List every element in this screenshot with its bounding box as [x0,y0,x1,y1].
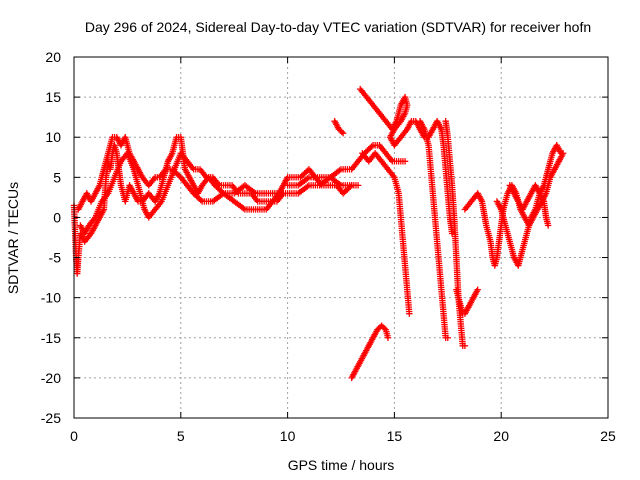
data-point-marker [197,196,204,204]
y-tick-label: -20 [41,370,61,386]
series-track-3 [77,150,287,237]
y-tick-label: 20 [45,49,61,65]
axis-ticks: 0 5 10 15 20 25 -25 -20 -15 -10 -5 0 5 10 15 20 [41,49,616,444]
series-track-14 [506,182,552,229]
x-tick-label: 5 [177,428,185,444]
data-point-marker [401,158,409,165]
data-point-marker [354,182,362,189]
x-tick-label: 10 [280,428,296,444]
data-point-marker [381,325,388,332]
x-tick-label: 15 [387,428,403,444]
series-track-8 [348,322,392,382]
data-point-marker [444,334,451,341]
data-point-marker [461,342,469,349]
chart-title: Day 296 of 2024, Sidereal Day-to-day VTE… [85,19,591,35]
series-track-4 [284,142,409,189]
plot-frame [73,56,609,419]
data-point-marker [544,222,552,229]
data-point-marker [384,334,392,341]
data-point-marker [347,183,354,190]
y-tick-label: -10 [41,290,61,306]
y-tick-label: 5 [53,169,61,185]
data-point-marker [557,150,565,157]
y-tick-label: -15 [41,330,61,346]
x-axis-label: GPS time / hours [288,457,395,473]
y-tick-label: 0 [53,209,61,225]
y-tick-label: 10 [45,129,61,145]
data-point-marker [338,128,345,136]
x-tick-label: 0 [70,428,78,444]
data-point-marker [348,182,355,189]
series-track-11 [453,286,481,317]
data-point-marker [406,310,413,317]
data-marks [70,85,567,382]
y-tick-label: -5 [49,250,62,266]
series-track-9 [416,117,451,341]
y-axis-label: SDTVAR / TECUs [5,182,21,294]
series-track-13 [493,142,565,269]
data-point-marker [368,143,375,150]
data-point-marker [448,230,456,237]
data-point-marker [280,190,287,197]
series-track-1 [70,134,362,277]
series-track-7 [359,150,413,317]
y-tick-label: 15 [45,89,61,105]
series-track-5 [331,117,347,137]
data-point-marker [339,130,347,137]
data-point-marker [474,286,481,293]
x-tick-label: 20 [493,428,509,444]
y-tick-label: -25 [41,410,61,426]
x-tick-label: 25 [600,428,616,444]
